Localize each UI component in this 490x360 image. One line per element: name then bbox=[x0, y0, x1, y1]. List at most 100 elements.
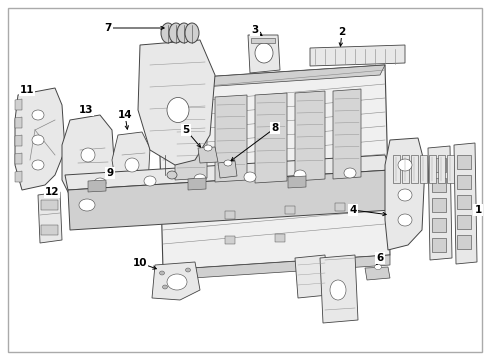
Ellipse shape bbox=[125, 158, 139, 172]
Ellipse shape bbox=[398, 159, 412, 171]
Ellipse shape bbox=[79, 199, 95, 211]
Text: 3: 3 bbox=[251, 25, 259, 35]
Polygon shape bbox=[248, 35, 280, 73]
Polygon shape bbox=[88, 180, 106, 192]
Bar bbox=[432, 238, 446, 252]
Polygon shape bbox=[152, 262, 200, 300]
Polygon shape bbox=[68, 170, 392, 230]
Polygon shape bbox=[158, 65, 385, 90]
Ellipse shape bbox=[160, 271, 165, 275]
Polygon shape bbox=[288, 176, 306, 188]
Polygon shape bbox=[70, 190, 103, 218]
Polygon shape bbox=[15, 99, 22, 110]
Polygon shape bbox=[225, 236, 235, 244]
Polygon shape bbox=[225, 211, 235, 219]
Text: 10: 10 bbox=[133, 258, 147, 268]
Polygon shape bbox=[175, 98, 207, 180]
Polygon shape bbox=[163, 255, 390, 280]
Bar bbox=[41, 200, 58, 210]
Polygon shape bbox=[320, 255, 358, 323]
Ellipse shape bbox=[194, 174, 206, 184]
Text: 9: 9 bbox=[106, 168, 114, 178]
Ellipse shape bbox=[255, 43, 273, 63]
Polygon shape bbox=[285, 206, 295, 214]
Bar bbox=[41, 225, 58, 235]
Polygon shape bbox=[38, 192, 62, 243]
Ellipse shape bbox=[177, 23, 191, 43]
Ellipse shape bbox=[169, 23, 183, 43]
Polygon shape bbox=[251, 38, 275, 43]
Polygon shape bbox=[438, 155, 445, 183]
Ellipse shape bbox=[186, 268, 191, 272]
Ellipse shape bbox=[163, 285, 168, 289]
Polygon shape bbox=[428, 146, 452, 260]
Ellipse shape bbox=[167, 171, 177, 179]
Text: 5: 5 bbox=[182, 125, 190, 135]
Bar bbox=[457, 215, 471, 229]
Ellipse shape bbox=[294, 170, 306, 180]
Polygon shape bbox=[188, 178, 206, 190]
Polygon shape bbox=[385, 138, 425, 250]
Text: 8: 8 bbox=[271, 123, 279, 133]
Polygon shape bbox=[65, 155, 390, 190]
Polygon shape bbox=[365, 267, 390, 280]
Text: 14: 14 bbox=[118, 110, 132, 120]
Ellipse shape bbox=[204, 145, 212, 151]
Ellipse shape bbox=[185, 23, 199, 43]
Polygon shape bbox=[15, 153, 22, 164]
Text: 6: 6 bbox=[376, 253, 384, 263]
Polygon shape bbox=[138, 40, 215, 165]
Text: 12: 12 bbox=[45, 187, 59, 197]
Polygon shape bbox=[255, 93, 287, 183]
Polygon shape bbox=[62, 115, 115, 200]
Ellipse shape bbox=[94, 178, 106, 188]
Polygon shape bbox=[198, 147, 218, 163]
Ellipse shape bbox=[81, 148, 95, 162]
Text: 4: 4 bbox=[349, 205, 357, 215]
Ellipse shape bbox=[167, 98, 189, 122]
Ellipse shape bbox=[244, 172, 256, 182]
Polygon shape bbox=[275, 234, 285, 242]
Polygon shape bbox=[218, 161, 237, 178]
Ellipse shape bbox=[224, 160, 232, 166]
Bar bbox=[432, 158, 446, 172]
Polygon shape bbox=[15, 88, 65, 190]
Polygon shape bbox=[402, 155, 409, 183]
Polygon shape bbox=[429, 155, 436, 183]
Ellipse shape bbox=[32, 135, 44, 145]
Polygon shape bbox=[215, 95, 247, 182]
Ellipse shape bbox=[398, 189, 412, 201]
Ellipse shape bbox=[330, 280, 346, 300]
Ellipse shape bbox=[161, 23, 175, 43]
Bar bbox=[457, 155, 471, 169]
Polygon shape bbox=[454, 143, 477, 264]
Polygon shape bbox=[15, 135, 22, 146]
Text: 11: 11 bbox=[20, 85, 34, 95]
Polygon shape bbox=[333, 89, 361, 179]
Ellipse shape bbox=[32, 160, 44, 170]
Bar bbox=[457, 175, 471, 189]
Bar bbox=[432, 218, 446, 232]
Polygon shape bbox=[447, 155, 454, 183]
Ellipse shape bbox=[144, 176, 156, 186]
Ellipse shape bbox=[374, 265, 382, 270]
Polygon shape bbox=[15, 171, 22, 182]
Polygon shape bbox=[295, 91, 325, 181]
Polygon shape bbox=[420, 155, 427, 183]
Polygon shape bbox=[310, 45, 405, 66]
Polygon shape bbox=[15, 117, 22, 128]
Bar bbox=[432, 178, 446, 192]
Text: 2: 2 bbox=[339, 27, 345, 37]
Polygon shape bbox=[393, 155, 400, 183]
Ellipse shape bbox=[32, 110, 44, 120]
Polygon shape bbox=[295, 255, 328, 298]
Text: 7: 7 bbox=[104, 23, 112, 33]
Polygon shape bbox=[158, 65, 390, 270]
Bar bbox=[457, 195, 471, 209]
Ellipse shape bbox=[344, 168, 356, 178]
Text: 13: 13 bbox=[79, 105, 93, 115]
Ellipse shape bbox=[398, 214, 412, 226]
Ellipse shape bbox=[167, 274, 187, 290]
Polygon shape bbox=[335, 203, 345, 211]
Bar bbox=[432, 198, 446, 212]
